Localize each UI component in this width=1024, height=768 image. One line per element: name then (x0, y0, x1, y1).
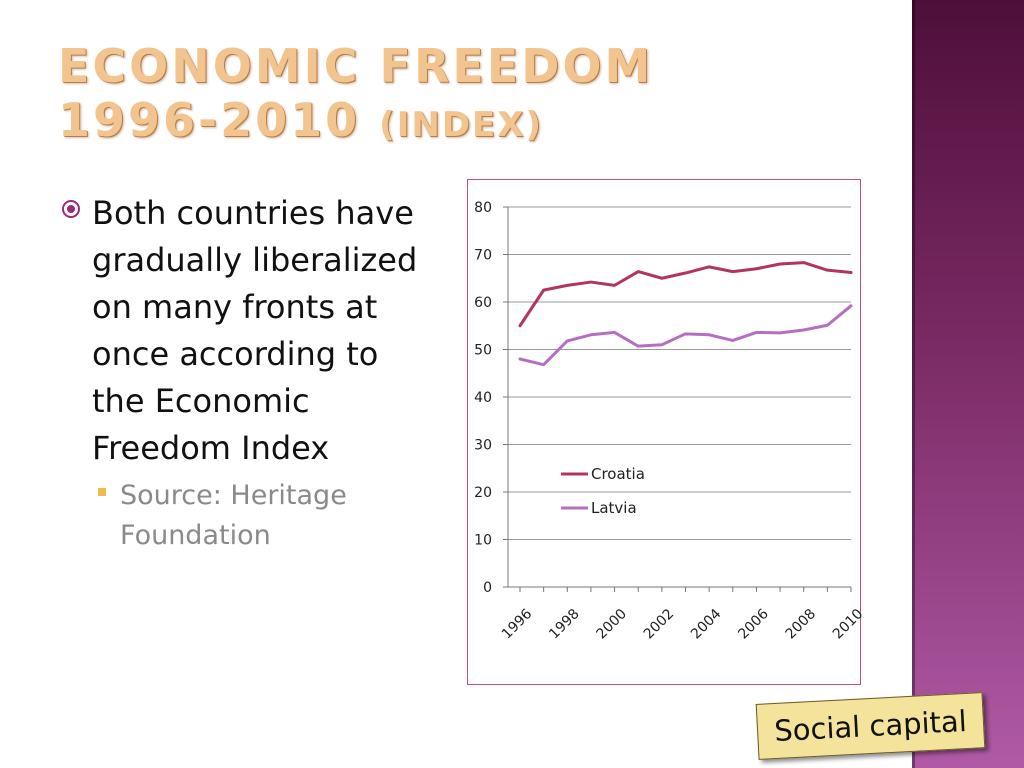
y-tick-label-50: 50 (474, 343, 492, 359)
x-tick-label-2000: 2000 (593, 606, 630, 643)
bullet-main-text: Both countries have gradually liberalize… (92, 194, 418, 467)
y-tick-label-20: 20 (474, 485, 492, 501)
x-tick-label-2010: 2010 (830, 606, 862, 643)
title-index-label: (INDEX) (379, 105, 544, 145)
legend-label-latvia: Latvia (591, 499, 637, 517)
y-tick-label-0: 0 (483, 580, 492, 596)
series-line-latvia (518, 304, 853, 367)
side-decoration-band (912, 0, 1024, 768)
line-chart: 0 10 20 30 40 50 60 70 80 1996 1998 2000 2002 2004 200… (474, 200, 862, 643)
bullet-item-sub: Source: Heritage Foundation (60, 476, 420, 556)
x-tick-label-1996: 1996 (499, 606, 536, 643)
bullet-item-main: Both countries have gradually liberalize… (60, 190, 420, 472)
slide-title: ECONOMIC FREEDOM 1996-2010 (INDEX) (58, 40, 653, 153)
y-tick-label-80: 80 (474, 200, 492, 216)
y-tick-label-30: 30 (474, 438, 492, 454)
title-line-1: ECONOMIC FREEDOM (58, 39, 654, 93)
line-chart-frame: 0 10 20 30 40 50 60 70 80 1996 1998 2000 2002 2004 200… (467, 179, 862, 685)
legend-label-croatia: Croatia (591, 465, 645, 483)
title-line-2: 1996-2010 (INDEX) (58, 92, 653, 153)
x-tick-label-1998: 1998 (546, 606, 583, 643)
tag-label: Social capital (773, 703, 968, 749)
title-years: 1996-2010 (58, 93, 361, 147)
social-capital-tag: Social capital (755, 692, 986, 760)
series-line-croatia (518, 261, 853, 328)
square-bullet-icon (98, 488, 106, 496)
x-tick-label-2006: 2006 (735, 606, 772, 643)
y-tick-label-70: 70 (474, 248, 492, 264)
y-tick-label-60: 60 (474, 295, 492, 311)
x-tick-label-2008: 2008 (783, 606, 820, 643)
y-tick-label-40: 40 (474, 390, 492, 406)
bullet-list: Both countries have gradually liberalize… (60, 190, 420, 556)
bullet-sub-text: Source: Heritage Foundation (120, 480, 347, 551)
x-tick-label-2002: 2002 (641, 606, 678, 643)
circle-bullet-icon (62, 200, 80, 218)
x-tick-label-2004: 2004 (688, 606, 725, 643)
y-tick-label-10: 10 (474, 533, 492, 549)
